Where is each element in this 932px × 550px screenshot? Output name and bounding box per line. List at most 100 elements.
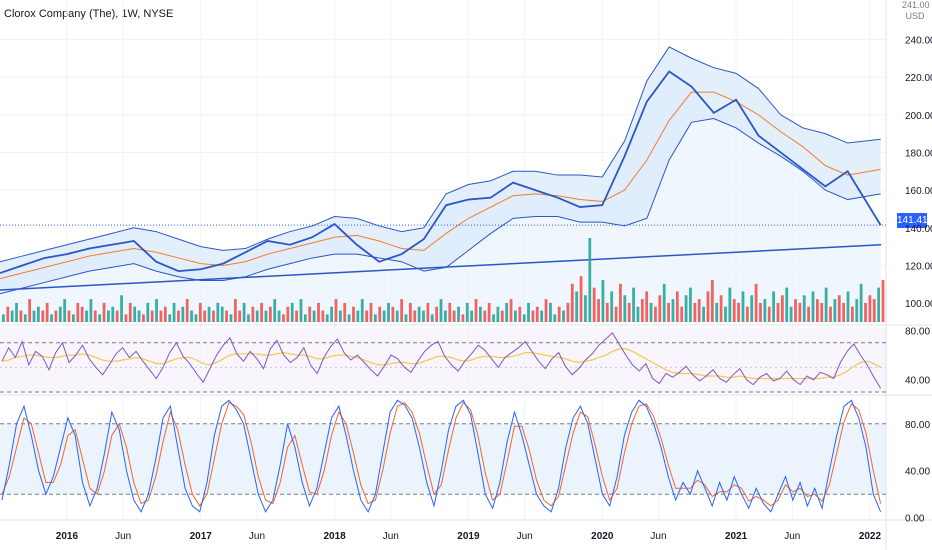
volume-pane (2, 238, 885, 322)
volume-bar (702, 306, 705, 322)
volume-bar (531, 310, 535, 322)
volume-bar (496, 306, 500, 322)
time-tick-label: 2022 (859, 531, 882, 542)
volume-bar (732, 299, 736, 322)
volume-bar (492, 314, 495, 322)
volume-bar (610, 291, 614, 322)
volume-bar (640, 299, 644, 322)
volume-bar (6, 306, 10, 322)
trendline (0, 244, 882, 291)
volume-bar (124, 314, 128, 322)
volume-bar (444, 310, 447, 322)
time-tick-label: Jun (517, 531, 533, 542)
volume-bar (815, 299, 819, 322)
volume-bar (855, 299, 859, 322)
volume-bar (150, 310, 154, 322)
volume-bar (80, 306, 84, 322)
volume-bar (623, 295, 627, 322)
volume-bar (273, 299, 277, 322)
volume-bar (155, 299, 158, 322)
volume-bar (627, 302, 631, 322)
volume-bar (347, 314, 351, 322)
volume-bar (404, 314, 408, 322)
volume-bar (535, 306, 539, 322)
volume-bar (321, 310, 325, 322)
volume-bar (842, 302, 846, 322)
volume-bar (566, 302, 570, 322)
currency-label-max: 241.00 (902, 0, 930, 10)
volume-bar (588, 238, 592, 322)
stochastic-pane[interactable] (0, 399, 886, 513)
volume-bar (28, 299, 32, 322)
volume-bar (177, 310, 180, 322)
time-tick-label: Jun (115, 531, 131, 542)
volume-bar (413, 310, 417, 322)
volume-bar (255, 310, 259, 322)
volume-bar (408, 302, 412, 322)
volume-bar (592, 287, 596, 322)
volume-bar (759, 302, 762, 322)
volume-bar (50, 314, 53, 322)
volume-bar (636, 306, 640, 322)
volume-bar (470, 310, 474, 322)
volume-bar (98, 314, 102, 322)
volume-bar (93, 310, 97, 322)
volume-bar (737, 302, 740, 322)
time-tick-label: 2017 (190, 531, 213, 542)
volume-bar (146, 302, 150, 322)
volume-bar (833, 299, 837, 322)
volume-bar (207, 306, 211, 322)
stoch-d-line (1, 401, 882, 507)
rsi-pane[interactable] (0, 332, 886, 393)
volume-bar (850, 306, 854, 322)
volume-bar (872, 299, 876, 322)
volume-bar (260, 302, 263, 322)
volume-bar (216, 302, 220, 322)
price-tick-label: 140.00 (905, 224, 932, 235)
volume-bar (378, 306, 382, 322)
volume-bar (41, 310, 45, 322)
volume-bar (45, 302, 49, 322)
volume-bar (360, 299, 364, 322)
volume-bar (72, 314, 75, 322)
volume-bar (605, 302, 609, 322)
volume-bar (859, 283, 863, 322)
volume-bar (295, 310, 298, 322)
volume-bar (483, 310, 487, 322)
time-tick-label: 2020 (591, 531, 614, 542)
volume-bar (343, 302, 347, 322)
volume-bar (395, 310, 399, 322)
volume-bar (811, 291, 815, 322)
volume-bar (675, 291, 679, 322)
volume-bar (10, 310, 14, 322)
time-tick-label: 2019 (457, 531, 480, 542)
volume-bar (107, 310, 110, 322)
volume-bar (111, 306, 115, 322)
volume-bar (632, 287, 635, 322)
volume-bar (557, 306, 561, 322)
volume-bar (544, 299, 548, 322)
volume-bar (286, 306, 290, 322)
volume-bar (527, 302, 530, 322)
volume-bar (212, 310, 215, 322)
volume-bar (824, 287, 828, 322)
volume-bar (391, 306, 395, 322)
volume-bar (549, 302, 552, 322)
volume-bar (474, 299, 478, 322)
volume-bar (430, 314, 434, 322)
volume-bar (794, 299, 797, 322)
volume-bar (693, 302, 697, 322)
stoch-tick-label: 40.00 (905, 467, 930, 478)
volume-bar (500, 310, 504, 322)
volume-bar (763, 299, 767, 322)
volume-bar (562, 310, 565, 322)
volume-bar (334, 299, 338, 322)
stoch-tick-label: 0.00 (905, 514, 925, 525)
rsi-tick-label: 80.00 (905, 326, 930, 337)
volume-bar (312, 310, 316, 322)
volume-bar (619, 283, 622, 322)
price-pane[interactable] (0, 46, 886, 322)
volume-bar (584, 295, 587, 322)
price-tick-label: 240.00 (905, 35, 932, 46)
